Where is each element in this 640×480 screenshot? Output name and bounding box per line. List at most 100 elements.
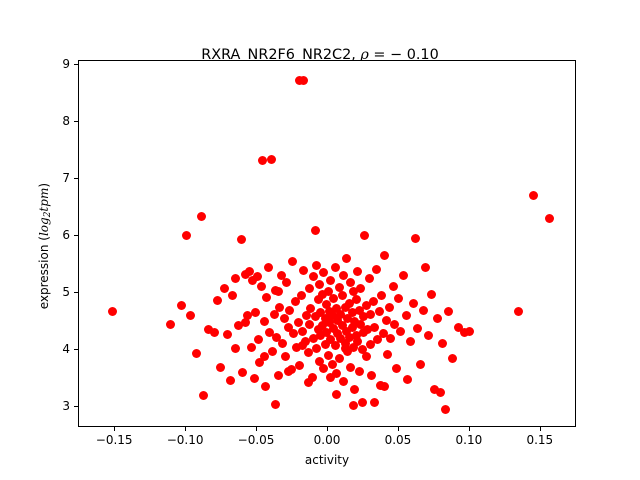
- x-axis-tick: [468, 427, 470, 431]
- scatter-point: [288, 257, 298, 267]
- scatter-point: [358, 312, 368, 322]
- scatter-point: [354, 305, 364, 315]
- y-axis-tick-label: 4: [62, 341, 70, 356]
- scatter-point: [424, 331, 434, 341]
- scatter-point: [366, 339, 376, 349]
- scatter-point: [370, 322, 380, 332]
- scatter-point: [347, 322, 357, 332]
- scatter-point: [373, 335, 383, 345]
- x-axis-tick-label: −0.15: [95, 433, 133, 447]
- scatter-point: [313, 295, 323, 305]
- x-axis-tick: [114, 427, 116, 431]
- scatter-point: [377, 291, 387, 301]
- scatter-point: [259, 316, 269, 326]
- y-axis-tick: [74, 405, 78, 407]
- scatter-point: [370, 397, 380, 407]
- scatter-point: [275, 302, 285, 312]
- scatter-point: [412, 323, 422, 333]
- scatter-point: [340, 302, 350, 312]
- scatter-point: [297, 340, 307, 350]
- scatter-point: [326, 372, 336, 382]
- scatter-point: [326, 335, 336, 345]
- scatter-point: [351, 331, 361, 341]
- scatter-point: [310, 226, 320, 236]
- plot-axes-frame: [78, 60, 576, 427]
- scatter-point: [245, 266, 255, 276]
- scatter-point: [290, 296, 300, 306]
- scatter-point: [333, 329, 343, 339]
- scatter-point: [219, 284, 229, 294]
- scatter-point: [336, 334, 346, 344]
- scatter-point: [351, 295, 361, 305]
- chart-title-suffix: = − 0.10: [368, 47, 439, 63]
- scatter-point: [529, 190, 539, 200]
- scatter-point: [292, 342, 302, 352]
- scatter-point: [259, 352, 269, 362]
- x-axis-tick-label: −0.10: [166, 433, 204, 447]
- scatter-point: [381, 315, 391, 325]
- scatter-point: [346, 362, 356, 372]
- scatter-point: [432, 314, 442, 324]
- scatter-point: [215, 362, 225, 372]
- y-axis-label-unit-tail: tpm: [36, 187, 51, 212]
- scatter-point: [340, 344, 350, 354]
- scatter-point: [313, 325, 323, 335]
- scatter-point: [303, 348, 313, 358]
- scatter-point: [231, 344, 241, 354]
- scatter-point: [185, 311, 195, 321]
- scatter-point: [544, 213, 554, 223]
- scatter-point: [282, 278, 292, 288]
- y-axis-label-prefix: expression (: [36, 236, 51, 310]
- scatter-point: [356, 283, 366, 293]
- scatter-point: [241, 318, 251, 328]
- scatter-point: [350, 316, 360, 326]
- x-axis-tick: [256, 427, 258, 431]
- scatter-point: [320, 339, 330, 349]
- scatter-point: [181, 231, 191, 241]
- scatter-point: [242, 311, 252, 321]
- scatter-point: [415, 359, 425, 369]
- y-axis-tick: [74, 291, 78, 294]
- scatter-point: [258, 155, 268, 165]
- scatter-point: [438, 338, 448, 348]
- scatter-point: [341, 254, 351, 264]
- scatter-point: [238, 368, 248, 378]
- rho-symbol: ρ: [360, 47, 369, 63]
- scatter-point: [363, 325, 373, 335]
- scatter-point: [349, 342, 359, 352]
- scatter-point: [390, 319, 400, 329]
- scatter-point: [312, 344, 322, 354]
- scatter-point: [295, 361, 305, 371]
- scatter-point: [418, 305, 428, 315]
- scatter-point: [435, 388, 445, 398]
- scatter-point: [398, 271, 408, 281]
- scatter-point: [344, 332, 354, 342]
- scatter-point: [319, 364, 329, 374]
- scatter-point: [285, 305, 295, 315]
- scatter-point: [347, 308, 357, 318]
- y-axis-label-suffix: ): [36, 182, 51, 188]
- scatter-point: [337, 291, 347, 301]
- scatter-point: [293, 318, 303, 328]
- scatter-point: [324, 318, 334, 328]
- scatter-point: [212, 296, 222, 306]
- scatter-point: [336, 310, 346, 320]
- scatter-point: [314, 279, 324, 289]
- scatter-point: [337, 321, 347, 331]
- scatter-point: [273, 370, 283, 380]
- x-axis-tick: [397, 427, 400, 431]
- scatter-point: [368, 296, 378, 306]
- scatter-point: [353, 266, 363, 276]
- scatter-point: [441, 405, 451, 415]
- scatter-point: [340, 338, 350, 348]
- x-axis-tick: [539, 427, 541, 431]
- scatter-point: [380, 382, 390, 392]
- y-axis-label: expression (log2tpm): [37, 46, 53, 446]
- scatter-point: [454, 322, 464, 332]
- scatter-point: [283, 322, 293, 332]
- scatter-point: [255, 357, 265, 367]
- scatter-point: [327, 359, 337, 369]
- scatter-point: [349, 401, 359, 411]
- scatter-point: [107, 307, 117, 317]
- scatter-point: [332, 389, 341, 399]
